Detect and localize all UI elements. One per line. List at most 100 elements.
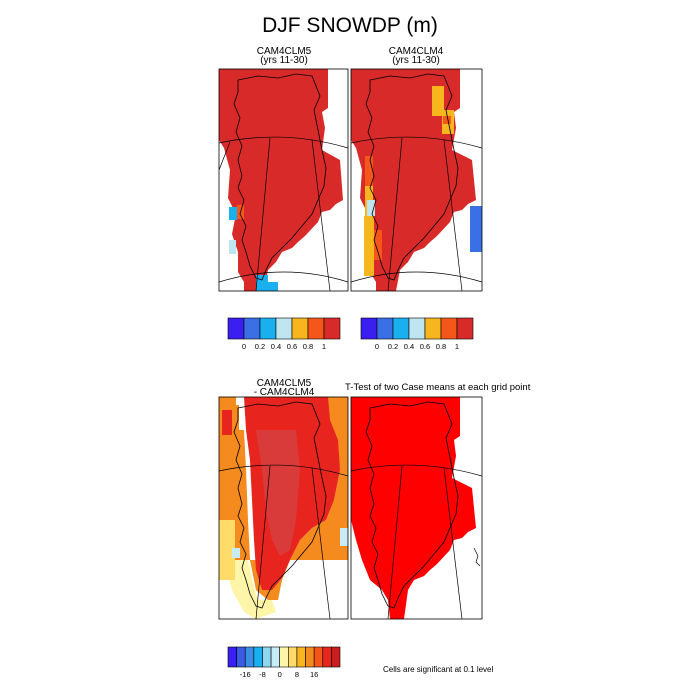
cell-blue [229,207,237,220]
colorbar-tick-label: 0.4 [404,342,414,351]
meridian-2 [311,467,331,619]
colorbar-swatch [275,317,293,340]
map-border-cam4clm4 [350,68,483,292]
panel-title-line1: CAM4CLM4 [388,46,444,57]
cell-orange-left [365,156,373,186]
colorbar-cam4clm4: 0 0.2 0.4 0.6 0.8 1 [360,317,474,351]
coast-fragment [473,547,481,567]
coastline [365,401,459,609]
panel-title-line1: CAM4CLM5 [256,378,312,389]
colorbar-swatch [456,317,474,340]
figure-title: DJF SNOWDP (m) [262,14,438,37]
meridian [255,137,271,291]
colorbar-swatch [307,317,325,340]
colorbar-tick-label: -8 [259,670,266,679]
colorbar-swatch [227,317,245,340]
cell-yellow-left [219,520,235,580]
latitude-line [351,136,482,149]
panel-title-line2: (yrs 11-30) [260,55,308,66]
colorbar-tick-label: 0.6 [420,342,430,351]
snow-field [219,69,343,291]
colorbar-swatch [262,646,272,668]
significant-cells [351,397,476,619]
colorbar-tick-label: 8 [295,670,299,679]
cell-lightblue-left [367,200,375,216]
colorbar-tick-label: 0.2 [388,342,398,351]
latitude-line-2 [351,271,482,283]
diff-field [219,397,348,600]
map-panel-ttest [351,397,482,619]
panel-title-difference: CAM4CLM5 - CAM4CLM4 [219,378,349,398]
map-border-difference [218,396,349,620]
cell-lightblue-right [340,528,348,546]
colorbar-difference: -16 -8 0 8 16 [227,646,341,679]
colorbar-cam4clm5: 0 0.2 0.4 0.6 0.8 1 [227,317,341,351]
meridian-2 [443,139,463,291]
meridian-2 [443,467,463,619]
colorbar-swatch [331,646,341,668]
colorbar-swatch [360,317,378,340]
colorbar-tick-label: 1 [455,342,459,351]
meridian-2 [311,139,331,291]
colorbar-tick-label: 0.8 [303,342,313,351]
map-border-cam4clm5 [218,68,349,292]
colorbar-swatch [408,317,426,340]
significance-note: Cells are significant at 0.1 level [383,665,494,674]
colorbar-swatch [313,646,324,668]
cell-orange-left-2 [374,230,382,260]
panel-title-ttest: T-Test of two Case means at each grid po… [345,382,531,393]
colorbar-tick-label: 1 [322,342,326,351]
colorbar-swatch [291,317,309,340]
latitude-line [351,464,482,477]
cell-cyan [256,275,268,291]
colorbar-swatch [270,646,280,668]
colorbar-tick-label: 0.4 [271,342,281,351]
map-panel-cam4clm4 [351,69,482,291]
colorbar-swatch [392,317,410,340]
colorbar-swatch [236,646,246,668]
colorbar-swatch [305,646,315,668]
colorbar-swatch [244,646,255,668]
latitude-line-2 [219,271,348,283]
colorbar-swatch [259,317,277,340]
meridian-3 [219,141,231,171]
colorbar-swatch [227,646,237,668]
coastline [365,73,459,281]
cell-yellow-left-2 [364,216,374,276]
colorbar-swatch [440,317,458,340]
colorbar-tick-label: 0.2 [255,342,265,351]
colorbar-swatch [279,646,289,668]
latitude-line [219,464,348,477]
map-border-ttest [350,396,483,620]
snow-field-top-left [219,69,245,120]
cell-orange-top [432,86,444,116]
coastline [233,401,327,609]
meridian [387,465,403,619]
panel-title-line2: (yrs 11-30) [392,55,440,66]
latitude-line [219,136,348,149]
colorbar-swatch [424,317,442,340]
panel-title-cam4clm5: CAM4CLM5 (yrs 11-30) [219,46,349,66]
colorbar-swatch [322,646,332,668]
panel-title-line1: CAM4CLM5 [256,46,312,57]
map-panel-difference [219,397,348,619]
cell-lightblue [232,548,240,558]
panel-title-line2: - CAM4CLM4 [253,387,315,398]
colorbar-swatch [376,317,394,340]
colorbar-swatch [323,317,341,340]
coastline [233,73,327,281]
snow-field-top-left [351,69,377,120]
colorbar-swatch [243,317,261,340]
meridian [255,465,271,619]
colorbar-tick-label: 16 [310,670,318,679]
colorbar-swatch [296,646,306,668]
colorbar-tick-label: -16 [240,670,251,679]
cell-red-topleft [222,410,232,435]
colorbar-tick-label: 0.6 [287,342,297,351]
colorbar-swatch [288,646,298,668]
panel-title-cam4clm4: CAM4CLM4 (yrs 11-30) [351,46,481,66]
map-panel-cam4clm5 [219,69,348,291]
cell-cyan-2 [268,282,278,291]
meridian [387,137,403,291]
